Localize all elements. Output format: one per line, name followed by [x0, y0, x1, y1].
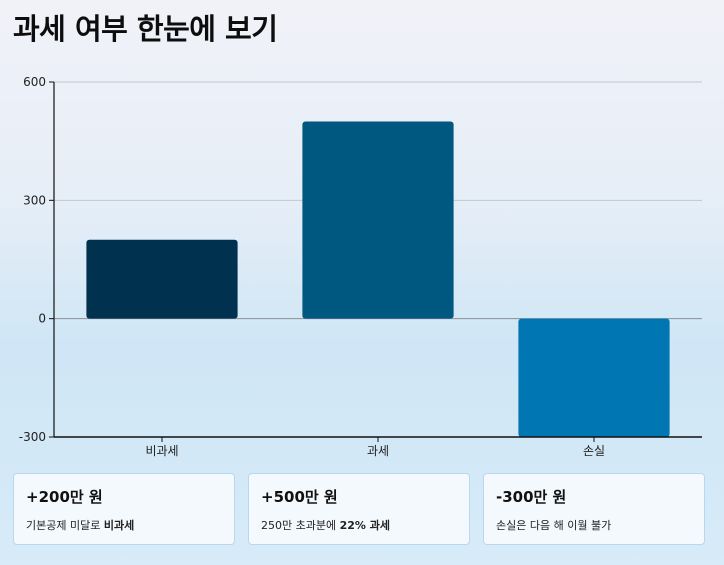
page-title: 과세 여부 한눈에 보기 — [13, 12, 278, 46]
summary-card-taxable: +500만 원 250만 초과분에 22% 과세 — [248, 473, 470, 545]
summary-cards: +200만 원 기본공제 미달로 비과세 +500만 원 250만 초과분에 2… — [13, 473, 705, 545]
bar-2 — [302, 121, 454, 319]
y-tick-label: 600 — [23, 75, 46, 89]
card-amount: +200만 원 — [26, 488, 103, 506]
card-note: 손실은 다음 해 이월 불가 — [496, 517, 692, 533]
y-tick-label: 300 — [23, 193, 46, 207]
y-tick-label: -300 — [19, 430, 46, 444]
bar-1 — [86, 239, 238, 319]
card-amount: -300만 원 — [496, 488, 567, 506]
summary-card-loss: -300만 원 손실은 다음 해 이월 불가 — [483, 473, 705, 545]
x-tick-label: 비과세 — [145, 444, 178, 458]
card-note-text: 기본공제 미달로 — [26, 519, 104, 532]
summary-card-nontaxable: +200만 원 기본공제 미달로 비과세 — [13, 473, 235, 545]
bar-chart: -300 0 300 600 비과세 과세 손실 — [19, 75, 702, 458]
chart-bars — [86, 121, 670, 437]
x-tick-label: 과세 — [367, 444, 389, 458]
card-note-text: 250만 초과분에 — [261, 519, 340, 532]
y-axis-ticks: -300 0 300 600 — [19, 75, 54, 444]
card-note: 250만 초과분에 22% 과세 — [261, 517, 457, 533]
card-amount: +500만 원 — [261, 488, 338, 506]
card-note-emphasis: 비과세 — [103, 519, 135, 532]
x-axis-ticks: 비과세 과세 손실 — [145, 437, 605, 458]
card-note-emphasis: 22% 과세 — [339, 519, 390, 532]
x-tick-label: 손실 — [583, 444, 605, 458]
card-note: 기본공제 미달로 비과세 — [26, 517, 222, 533]
card-note-text: 손실은 다음 해 이월 불가 — [496, 519, 612, 532]
bar-3 — [518, 318, 670, 437]
y-tick-label: 0 — [38, 312, 46, 326]
